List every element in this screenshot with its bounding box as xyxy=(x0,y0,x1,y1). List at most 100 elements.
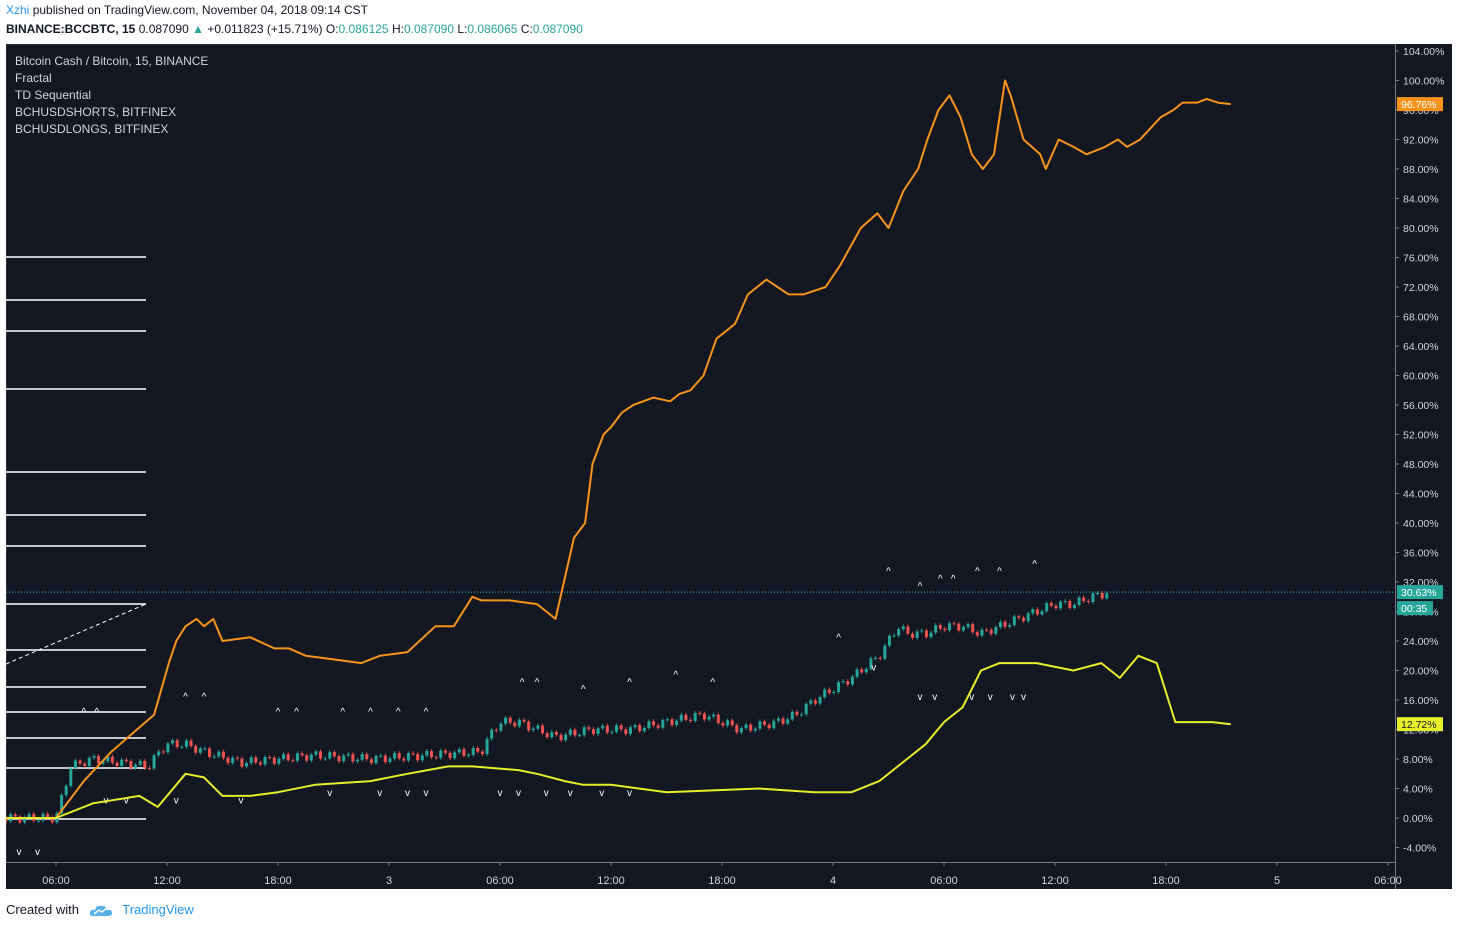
candle-body xyxy=(827,689,831,693)
x-tick-label: 06:00 xyxy=(486,875,514,887)
close-value: 0.087090 xyxy=(532,22,583,36)
candle-body xyxy=(943,628,947,631)
candle-body xyxy=(568,729,572,735)
candle-body xyxy=(319,751,323,759)
candle-body xyxy=(1003,621,1007,627)
price-badge-bg xyxy=(1397,585,1443,600)
fractal-up-marker: ^ xyxy=(535,677,540,688)
legend-item-longs[interactable]: BCHUSDLONGS, BITFINEX xyxy=(15,122,169,136)
candle-body xyxy=(110,756,114,763)
candle-body xyxy=(1072,604,1076,608)
candle-body xyxy=(800,714,804,716)
fractal-up-marker: ^ xyxy=(94,707,99,718)
candle-body xyxy=(411,753,415,755)
fractal-up-marker: ^ xyxy=(396,707,401,718)
candle-body xyxy=(897,629,901,636)
tradingview-link[interactable]: TradingView xyxy=(122,902,194,917)
shorts-badge-bg xyxy=(1397,97,1443,112)
candle-body xyxy=(975,632,979,636)
y-tick-label: 104.00% xyxy=(1403,46,1444,58)
y-tick-label: -4.00% xyxy=(1403,843,1436,855)
y-tick-label: 92.00% xyxy=(1403,135,1439,147)
chart-area[interactable]: 104.00%100.00%96.00%92.00%88.00%84.00%80… xyxy=(6,44,1452,889)
candle-body xyxy=(332,752,336,757)
footer: Created with TradingView xyxy=(6,902,194,918)
x-tick-label: 4 xyxy=(830,875,836,887)
fractal-up-marker: ^ xyxy=(520,677,525,688)
candle-body xyxy=(147,767,151,769)
candle-body xyxy=(467,754,471,756)
candle-body xyxy=(989,629,993,634)
candle-body xyxy=(120,759,124,767)
candle-body xyxy=(652,721,656,726)
candle-body xyxy=(1077,597,1081,605)
candle-body xyxy=(425,750,429,756)
candle-body xyxy=(166,743,170,753)
candle-body xyxy=(282,754,286,759)
candle-body xyxy=(60,795,64,814)
candle-body xyxy=(915,631,919,638)
candle-body xyxy=(161,751,165,753)
author-name[interactable]: Xzhi xyxy=(6,3,30,17)
candle-body xyxy=(18,816,22,823)
fractal-down-marker: v xyxy=(405,788,410,799)
candle-body xyxy=(758,721,762,729)
candle-body xyxy=(198,748,202,753)
candle-body xyxy=(397,752,401,759)
candle-body xyxy=(171,740,175,744)
tradingview-cloud-icon[interactable] xyxy=(89,904,113,918)
candle-body xyxy=(522,719,526,722)
candle-body xyxy=(850,676,854,685)
candle-body xyxy=(633,725,637,728)
candle-body xyxy=(309,754,313,761)
candle-body xyxy=(624,729,628,734)
candle-body xyxy=(961,626,965,631)
candle-body xyxy=(485,738,489,755)
candle-body xyxy=(1082,597,1086,602)
candle-body xyxy=(143,760,147,768)
fractal-up-marker: ^ xyxy=(1032,559,1037,570)
fractal-down-marker: v xyxy=(599,788,604,799)
candle-body xyxy=(240,758,244,767)
y-tick-label: 4.00% xyxy=(1403,784,1433,796)
created-with-label: Created with xyxy=(6,902,79,917)
candle-body xyxy=(471,747,475,755)
candle-body xyxy=(874,657,878,659)
y-tick-label: 8.00% xyxy=(1403,754,1433,766)
candle-body xyxy=(69,768,73,786)
candle-body xyxy=(924,630,928,638)
candle-body xyxy=(656,725,660,728)
legend-item-td-sequential[interactable]: TD Sequential xyxy=(15,88,92,102)
candle-body xyxy=(679,714,683,721)
candle-body xyxy=(1059,601,1063,609)
candle-body xyxy=(1049,603,1053,606)
candle-body xyxy=(194,745,198,753)
candle-body xyxy=(453,752,457,759)
candle-body xyxy=(541,725,545,734)
legend-item-fractal[interactable]: Fractal xyxy=(15,71,52,85)
legend-title[interactable]: Bitcoin Cash / Bitcoin, 15, BINANCE xyxy=(15,54,209,68)
last-price: 0.087090 xyxy=(138,22,189,36)
fractal-up-marker: ^ xyxy=(368,707,373,718)
x-tick-label: 12:00 xyxy=(597,875,625,887)
candle-body xyxy=(1086,601,1090,603)
candle-body xyxy=(406,753,410,761)
candle-body xyxy=(1100,593,1104,599)
candle-body xyxy=(184,740,188,747)
fractal-up-marker: ^ xyxy=(627,677,632,688)
open-label: O: xyxy=(325,22,339,36)
fractal-down-marker: v xyxy=(969,692,974,703)
legend-item-shorts[interactable]: BCHUSDSHORTS, BITFINEX xyxy=(15,105,177,119)
high-label: H: xyxy=(391,22,404,36)
x-tick-label: 18:00 xyxy=(1152,875,1180,887)
candle-body xyxy=(1012,616,1016,625)
candle-body xyxy=(813,700,817,704)
publish-info: Xzhi published on TradingView.com, Novem… xyxy=(6,3,368,17)
close-label: C: xyxy=(520,22,533,36)
x-tick-label: 06:00 xyxy=(930,875,958,887)
candle-body xyxy=(841,681,845,683)
fractal-down-marker: v xyxy=(327,788,332,799)
arrow-up-icon: ▲ xyxy=(192,22,204,36)
candle-body xyxy=(13,814,17,817)
chart-svg[interactable]: 104.00%100.00%96.00%92.00%88.00%84.00%80… xyxy=(6,44,1452,889)
